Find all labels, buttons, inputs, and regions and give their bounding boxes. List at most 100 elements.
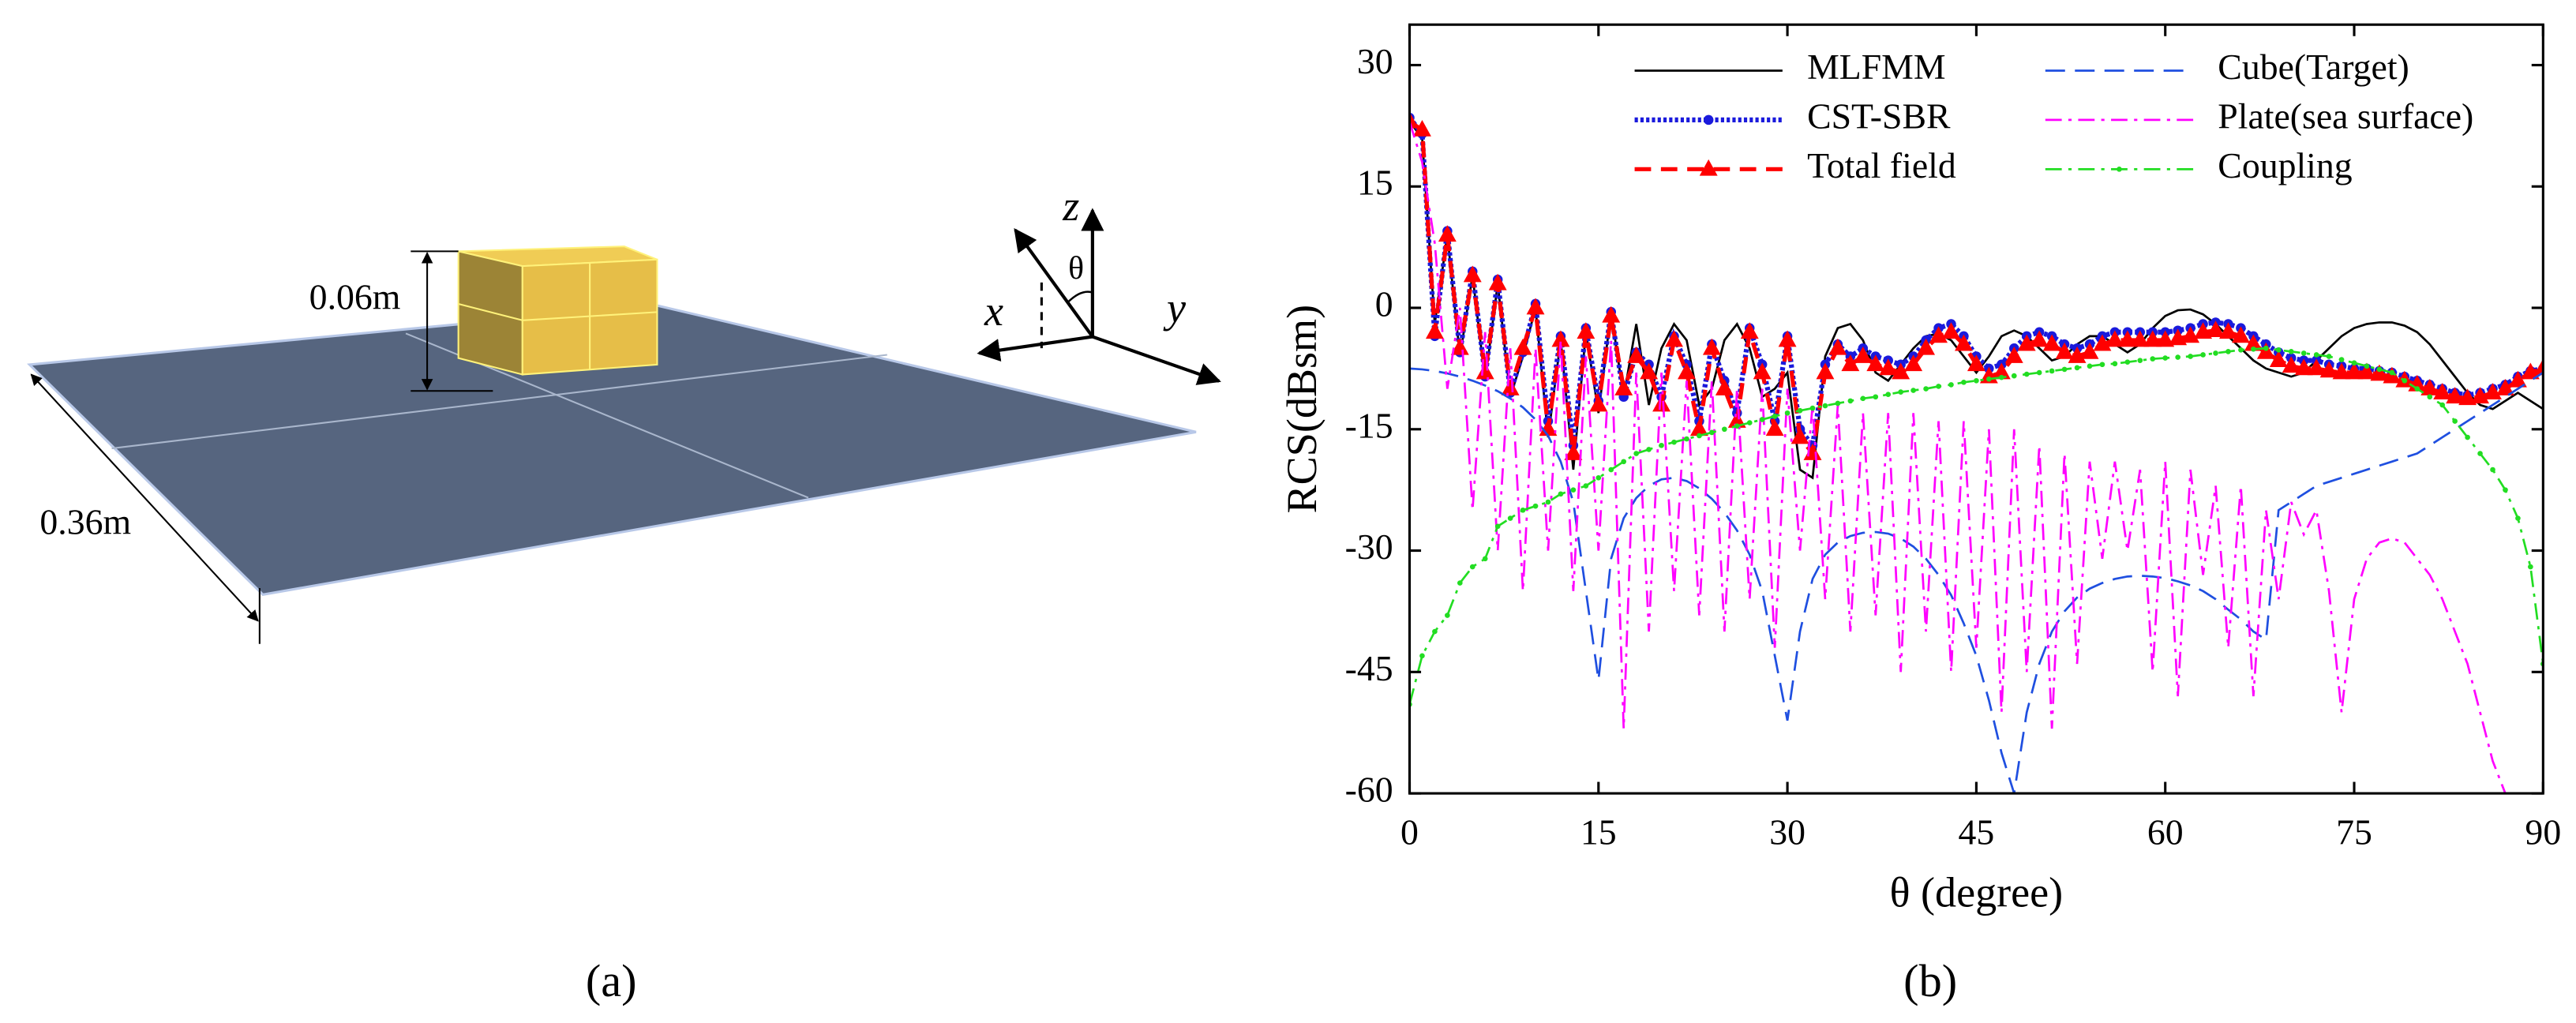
marker xyxy=(2313,352,2319,358)
marker xyxy=(1482,556,1488,562)
marker xyxy=(2074,365,2080,371)
marker xyxy=(1532,503,1539,509)
marker xyxy=(2364,363,2370,369)
legend-marker xyxy=(1703,114,1714,126)
height-label: 0.06m xyxy=(309,276,401,317)
marker xyxy=(2030,330,2049,347)
x-tick-label: 15 xyxy=(1580,812,1617,852)
marker xyxy=(1803,444,1822,460)
marker xyxy=(1570,487,1577,493)
marker xyxy=(2408,374,2427,392)
panel-label: (b) xyxy=(1903,955,1957,1006)
marker xyxy=(1923,386,1929,392)
marker xyxy=(2150,356,2156,362)
marker xyxy=(1526,298,1545,315)
legend-label: CST-SBR xyxy=(1807,96,1951,136)
marker xyxy=(1697,433,1702,439)
marker xyxy=(1689,419,1708,437)
marker xyxy=(2528,564,2533,570)
marker xyxy=(1457,580,1463,586)
marker xyxy=(2533,358,2544,376)
diagram: 0.06m 0.36m z y x θ (a) xyxy=(27,182,1221,1006)
marker xyxy=(2131,330,2150,347)
marker xyxy=(1847,398,1854,404)
legend: MLFMM CST-SBR Total field Cube(Target) Plate… xyxy=(1634,47,2473,185)
marker xyxy=(2465,434,2470,440)
marker xyxy=(2490,467,2495,473)
marker xyxy=(2263,345,2269,351)
marker xyxy=(1583,483,1589,489)
x-tick-label: 60 xyxy=(2147,812,2184,852)
marker xyxy=(1734,423,1740,429)
marker xyxy=(2458,388,2477,406)
marker xyxy=(1885,392,1892,398)
marker xyxy=(1577,322,1595,339)
marker xyxy=(1665,330,1683,347)
marker xyxy=(2427,394,2433,400)
cube-edge xyxy=(458,302,523,321)
marker xyxy=(1765,419,1784,437)
x-tick-label: 0 xyxy=(1400,812,1419,852)
plot-area xyxy=(1409,111,2544,794)
y-axis-label: RCS(dBsm) xyxy=(1278,305,1325,514)
marker xyxy=(2307,358,2326,376)
marker xyxy=(2061,366,2068,373)
marker xyxy=(2508,370,2527,388)
z-label: z xyxy=(1062,182,1079,230)
marker xyxy=(1488,273,1507,290)
marker xyxy=(1709,429,1715,436)
legend-label: Coupling xyxy=(2218,145,2352,185)
panel-label: (a) xyxy=(586,955,637,1006)
marker xyxy=(2238,347,2244,353)
marker xyxy=(2300,350,2307,356)
marker xyxy=(1445,613,1450,618)
marker xyxy=(2188,354,2193,359)
marker xyxy=(1501,379,1520,395)
marker xyxy=(1621,459,1627,465)
marker xyxy=(1998,374,2004,380)
marker xyxy=(2124,359,2131,365)
marker xyxy=(1948,382,1954,388)
marker xyxy=(2055,342,2074,359)
marker xyxy=(1438,225,1457,242)
legend-marker xyxy=(2117,167,2122,172)
marker xyxy=(1797,407,1803,414)
marker xyxy=(1463,265,1482,283)
marker xyxy=(2414,386,2420,392)
marker xyxy=(1746,420,1753,425)
y-axis xyxy=(1092,335,1221,385)
marker xyxy=(2338,357,2345,362)
marker xyxy=(1841,354,1860,372)
marker xyxy=(1614,379,1633,395)
marker xyxy=(2389,369,2395,376)
legend-label: MLFMM xyxy=(1807,47,1946,87)
marker xyxy=(2244,334,2263,351)
marker xyxy=(2452,418,2458,424)
marker xyxy=(1772,414,1778,419)
marker xyxy=(1784,410,1790,416)
legend-label: Total field xyxy=(1807,145,1956,185)
marker xyxy=(2515,515,2521,521)
marker xyxy=(2200,352,2206,358)
x-label: x xyxy=(984,287,1003,335)
marker xyxy=(1608,467,1614,473)
legend-entry: MLFMM xyxy=(1634,47,1946,87)
legend-entry: CST-SBR xyxy=(1634,96,1951,136)
marker xyxy=(1564,444,1583,460)
marker xyxy=(1974,377,1979,384)
marker xyxy=(1469,564,1475,570)
marker xyxy=(2420,379,2439,395)
marker xyxy=(1860,395,1866,402)
series-line xyxy=(1409,367,2544,794)
axes: 0 15 30 45 60 75 90 -60 -45 -30 -15 0 15 30 xyxy=(1345,24,2561,852)
marker xyxy=(1790,427,1809,444)
axes-icon xyxy=(977,208,1221,385)
y-tick-label: -45 xyxy=(1345,648,1393,688)
cube-edge xyxy=(522,311,658,321)
marker xyxy=(1992,362,2011,380)
marker xyxy=(1854,347,1873,363)
marker xyxy=(1627,347,1646,363)
marker xyxy=(1432,628,1438,635)
marker xyxy=(1425,322,1444,339)
